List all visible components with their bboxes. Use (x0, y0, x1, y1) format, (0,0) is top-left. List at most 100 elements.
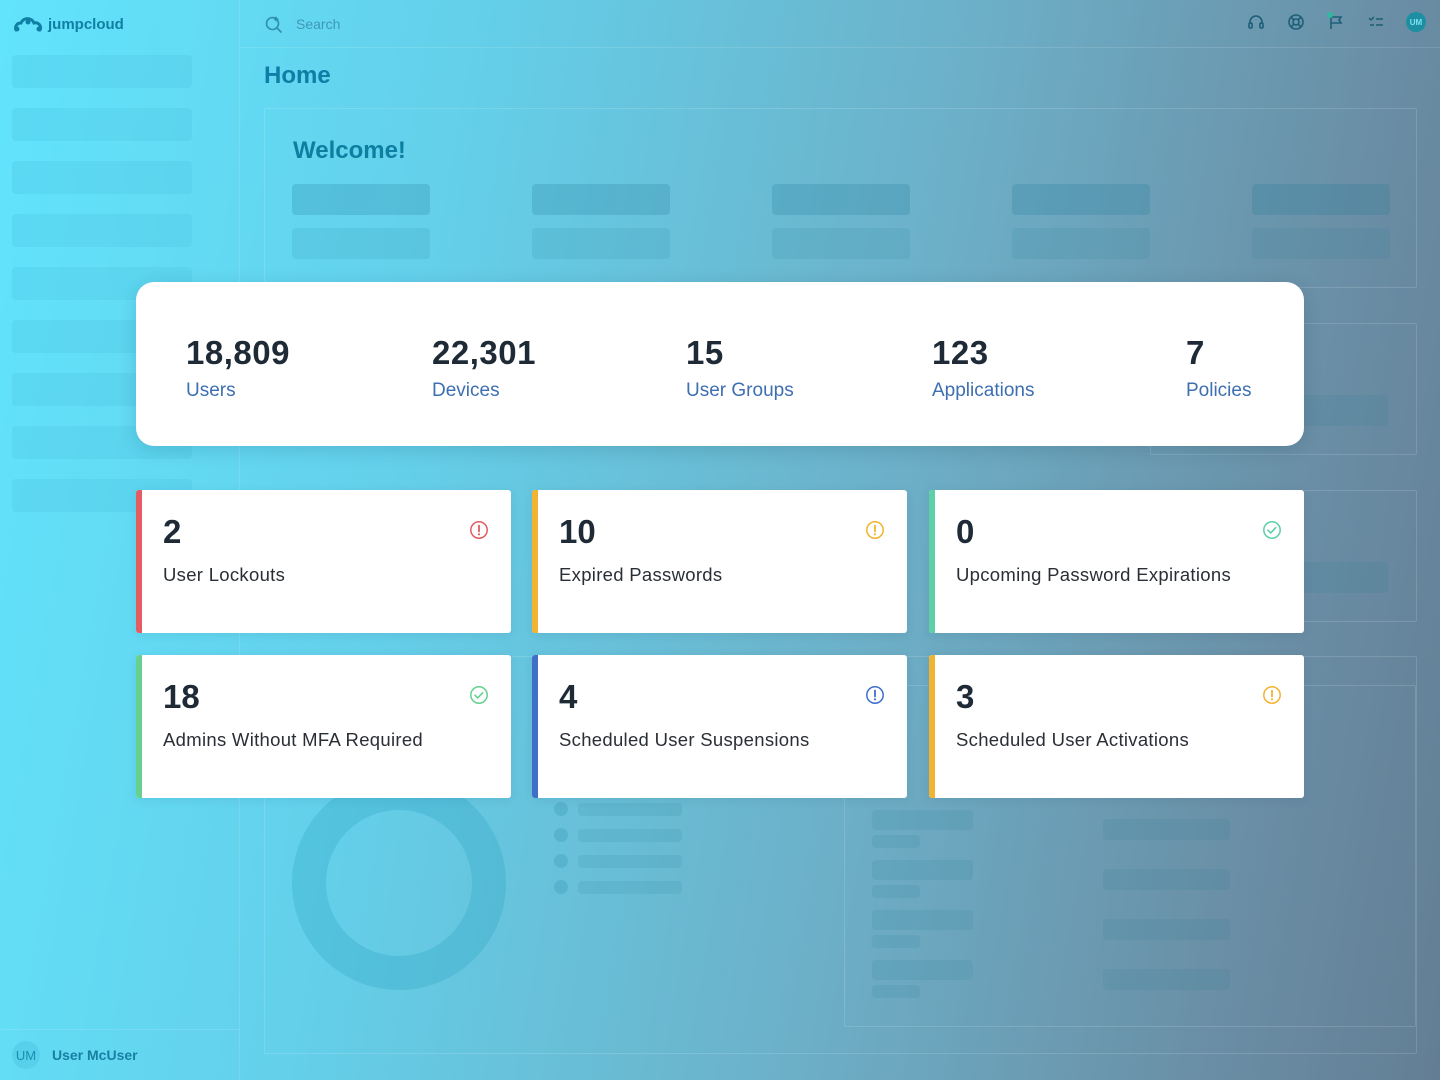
alert-value: 0 (956, 513, 975, 550)
brand-name: jumpcloud (48, 15, 124, 33)
avatar: UM (12, 1041, 40, 1069)
alert-value: 3 (956, 678, 975, 715)
content-placeholder (1103, 919, 1230, 940)
nav-placeholder (12, 55, 192, 88)
content-placeholder (1300, 395, 1388, 426)
content-placeholder (292, 228, 430, 259)
content-placeholder (1103, 819, 1230, 840)
content-placeholder (772, 184, 910, 215)
content-placeholder (532, 184, 670, 215)
stat-label: Users (186, 380, 236, 401)
stat-label: Policies (1186, 380, 1252, 401)
alert-card-expired-passwords[interactable]: 10 Expired Passwords (532, 490, 907, 633)
alert-card-upcoming-password-expirations[interactable]: 0 Upcoming Password Expirations (929, 490, 1304, 633)
content-placeholder (292, 184, 430, 215)
status-bar (532, 490, 538, 633)
alert-card-scheduled-activations[interactable]: 3 Scheduled User Activations (929, 655, 1304, 798)
jumpcloud-logo[interactable]: jumpcloud (12, 12, 124, 36)
content-placeholder (578, 855, 682, 868)
alert-value: 10 (559, 513, 596, 550)
alert-label: User Lockouts (163, 564, 286, 585)
content-placeholder (872, 860, 973, 880)
cloud-logo-icon (14, 17, 42, 32)
content-placeholder (872, 910, 973, 930)
content-placeholder (1012, 184, 1150, 215)
headset-icon[interactable] (1246, 12, 1266, 32)
stat-label: Devices (432, 380, 500, 401)
user-menu[interactable]: UM User McUser (0, 1029, 240, 1080)
alert-card-user-lockouts[interactable]: 2 User Lockouts (136, 490, 511, 633)
content-placeholder (1103, 869, 1230, 890)
checklist-icon[interactable] (1366, 12, 1386, 32)
notification-dot (1327, 12, 1333, 18)
stat-label: Applications (932, 380, 1035, 401)
content-placeholder (1252, 228, 1390, 259)
stat-user-groups[interactable]: 15 User Groups (686, 334, 794, 402)
nav-placeholder (12, 108, 192, 141)
content-placeholder (578, 829, 682, 842)
stat-devices[interactable]: 22,301 Devices (432, 334, 536, 402)
stat-policies[interactable]: 7 Policies (1186, 334, 1251, 402)
alert-label: Upcoming Password Expirations (956, 564, 1232, 585)
content-placeholder (772, 228, 910, 259)
stat-applications[interactable]: 123 Applications (932, 334, 1034, 402)
page-title: Home (264, 62, 331, 89)
content-placeholder (1252, 184, 1390, 215)
content-placeholder (872, 985, 920, 998)
content-placeholder (578, 803, 682, 816)
nav-placeholder (12, 214, 192, 247)
alert-circle-icon (1262, 685, 1282, 705)
alert-label: Admins Without MFA Required (163, 729, 424, 750)
content-placeholder (872, 835, 920, 848)
content-placeholder (1300, 562, 1388, 593)
stat-value: 15 (686, 334, 724, 371)
flag-icon[interactable] (1326, 12, 1346, 32)
legend-dot (554, 880, 568, 894)
stat-users[interactable]: 18,809 Users (186, 334, 290, 402)
help-wheel-icon[interactable] (1286, 12, 1306, 32)
status-bar (929, 655, 935, 798)
user-name: User McUser (52, 1047, 138, 1063)
legend-dot (554, 828, 568, 842)
status-bar (136, 490, 142, 633)
content-placeholder (872, 885, 920, 898)
content-placeholder (1103, 969, 1230, 990)
topbar: UM (240, 0, 1440, 48)
search-bar[interactable] (264, 14, 496, 34)
content-placeholder (578, 881, 682, 894)
check-circle-icon (469, 685, 489, 705)
status-bar (136, 655, 142, 798)
legend-dot (554, 854, 568, 868)
avatar[interactable]: UM (1406, 12, 1426, 32)
info-circle-icon (865, 685, 885, 705)
alert-label: Scheduled User Activations (956, 729, 1190, 750)
search-icon (265, 16, 282, 33)
content-placeholder (872, 935, 920, 948)
content-placeholder (872, 960, 973, 980)
donut-chart-placeholder (292, 776, 506, 990)
stats-summary-card: 18,809 Users 22,301 Devices 15 User Grou… (136, 282, 1304, 446)
status-bar (532, 655, 538, 798)
stat-value: 18,809 (186, 334, 290, 371)
alert-label: Scheduled User Suspensions (559, 729, 810, 750)
alert-label: Expired Passwords (559, 564, 723, 585)
search-input[interactable] (296, 16, 496, 32)
alert-value: 2 (163, 513, 182, 550)
check-circle-icon (1262, 520, 1282, 540)
topbar-actions: UM (1246, 12, 1426, 32)
content-placeholder (1012, 228, 1150, 259)
alert-circle-icon (469, 520, 489, 540)
alert-value: 18 (163, 678, 200, 715)
alert-card-scheduled-suspensions[interactable]: 4 Scheduled User Suspensions (532, 655, 907, 798)
welcome-heading: Welcome! (293, 137, 406, 164)
alert-card-admins-without-mfa[interactable]: 18 Admins Without MFA Required (136, 655, 511, 798)
stat-label: User Groups (686, 380, 794, 401)
stat-value: 123 (932, 334, 989, 371)
status-bar (929, 490, 935, 633)
stat-value: 22,301 (432, 334, 536, 371)
alert-value: 4 (559, 678, 578, 715)
legend-dot (554, 802, 568, 816)
content-placeholder (532, 228, 670, 259)
nav-placeholder (12, 161, 192, 194)
stat-value: 7 (1186, 334, 1205, 371)
